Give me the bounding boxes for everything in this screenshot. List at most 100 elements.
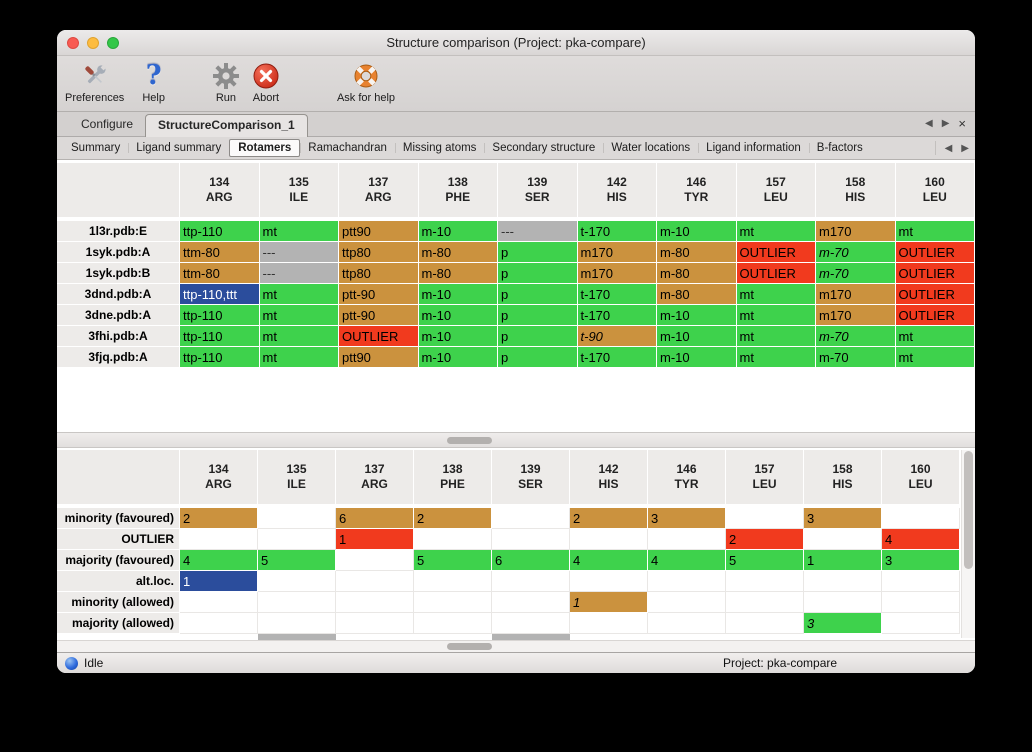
- horizontal-scrollbar[interactable]: [57, 640, 975, 652]
- empty-cell[interactable]: [414, 592, 492, 613]
- value-cell[interactable]: 6: [492, 550, 570, 571]
- empty-cell[interactable]: [180, 613, 258, 634]
- row-label[interactable]: minority (allowed): [57, 592, 180, 613]
- value-cell[interactable]: ttp-110: [180, 347, 260, 368]
- value-cell[interactable]: m-10: [418, 305, 498, 326]
- value-cell[interactable]: m-80: [657, 242, 737, 263]
- row-label[interactable]: majority (favoured): [57, 550, 180, 571]
- value-cell[interactable]: 4: [570, 550, 648, 571]
- value-cell[interactable]: ttp-110: [180, 221, 260, 242]
- subtab-b-factors[interactable]: B-factors: [808, 139, 871, 157]
- tab-close-icon[interactable]: ×: [958, 115, 966, 131]
- value-cell[interactable]: m-80: [657, 263, 737, 284]
- value-cell[interactable]: m170: [816, 221, 896, 242]
- help-button[interactable]: ? Help: [142, 59, 165, 104]
- value-cell[interactable]: m-10: [657, 305, 737, 326]
- value-cell[interactable]: ttp-110: [180, 326, 260, 347]
- row-label[interactable]: OUTLIER: [57, 529, 180, 550]
- empty-cell[interactable]: [648, 592, 726, 613]
- empty-cell[interactable]: [258, 613, 336, 634]
- value-cell[interactable]: ttm-80: [180, 242, 260, 263]
- horizontal-scrollbar-thumb[interactable]: [447, 643, 492, 650]
- value-cell[interactable]: t-170: [577, 284, 657, 305]
- value-cell[interactable]: t-170: [577, 305, 657, 326]
- row-label[interactable]: 1l3r.pdb:E: [57, 221, 180, 242]
- subtab-prev-icon[interactable]: ◀: [944, 142, 953, 154]
- tab-structurecomparison-1[interactable]: StructureComparison_1: [145, 114, 308, 137]
- value-cell[interactable]: 1: [570, 592, 648, 613]
- close-window-button[interactable]: [67, 37, 79, 49]
- value-cell[interactable]: 5: [258, 550, 336, 571]
- value-cell[interactable]: ---: [259, 263, 339, 284]
- empty-cell[interactable]: [882, 613, 960, 634]
- row-label[interactable]: minority (favoured): [57, 508, 180, 529]
- subtab-ligand-summary[interactable]: Ligand summary: [128, 139, 229, 157]
- value-cell[interactable]: mt: [895, 221, 975, 242]
- value-cell[interactable]: m-80: [418, 263, 498, 284]
- value-cell[interactable]: ptt-90: [339, 305, 419, 326]
- empty-cell[interactable]: [648, 529, 726, 550]
- value-cell[interactable]: m-80: [418, 242, 498, 263]
- value-cell[interactable]: mt: [736, 305, 816, 326]
- subtab-secondary-structure[interactable]: Secondary structure: [484, 139, 603, 157]
- value-cell[interactable]: 1: [804, 550, 882, 571]
- empty-cell[interactable]: [726, 508, 804, 529]
- value-cell[interactable]: m170: [577, 242, 657, 263]
- value-cell[interactable]: 3: [648, 508, 726, 529]
- value-cell[interactable]: OUTLIER: [736, 263, 816, 284]
- value-cell[interactable]: OUTLIER: [736, 242, 816, 263]
- value-cell[interactable]: m-70: [816, 347, 896, 368]
- value-cell[interactable]: m-70: [816, 326, 896, 347]
- value-cell[interactable]: mt: [259, 305, 339, 326]
- value-cell[interactable]: 2: [570, 508, 648, 529]
- value-cell[interactable]: m170: [816, 305, 896, 326]
- value-cell[interactable]: 2: [180, 508, 258, 529]
- value-cell[interactable]: 1: [336, 529, 414, 550]
- value-cell[interactable]: OUTLIER: [339, 326, 419, 347]
- zoom-window-button[interactable]: [107, 37, 119, 49]
- tab-configure[interactable]: Configure: [81, 117, 134, 131]
- empty-cell[interactable]: [258, 592, 336, 613]
- empty-cell[interactable]: [726, 592, 804, 613]
- tab-prev-icon[interactable]: ◀: [925, 118, 933, 129]
- subtab-ligand-information[interactable]: Ligand information: [698, 139, 809, 157]
- value-cell[interactable]: 3: [804, 508, 882, 529]
- value-cell[interactable]: ptt-90: [339, 284, 419, 305]
- empty-cell[interactable]: [804, 592, 882, 613]
- value-cell[interactable]: p: [498, 263, 578, 284]
- empty-cell[interactable]: [882, 592, 960, 613]
- value-cell[interactable]: OUTLIER: [895, 284, 975, 305]
- empty-cell[interactable]: [336, 571, 414, 592]
- subtab-rotamers[interactable]: Rotamers: [229, 139, 301, 157]
- value-cell[interactable]: ttp80: [339, 263, 419, 284]
- value-cell[interactable]: 4: [882, 529, 960, 550]
- value-cell[interactable]: t-170: [577, 221, 657, 242]
- empty-cell[interactable]: [726, 571, 804, 592]
- value-cell[interactable]: m-70: [816, 242, 896, 263]
- empty-cell[interactable]: [414, 529, 492, 550]
- value-cell[interactable]: mt: [259, 221, 339, 242]
- empty-cell[interactable]: [882, 508, 960, 529]
- empty-cell[interactable]: [570, 529, 648, 550]
- value-cell[interactable]: t-170: [577, 347, 657, 368]
- empty-cell[interactable]: [258, 508, 336, 529]
- value-cell[interactable]: mt: [895, 326, 975, 347]
- empty-cell[interactable]: [570, 613, 648, 634]
- empty-cell[interactable]: [648, 571, 726, 592]
- value-cell[interactable]: mt: [259, 326, 339, 347]
- empty-cell[interactable]: [258, 571, 336, 592]
- empty-cell[interactable]: [804, 529, 882, 550]
- row-label[interactable]: 3dne.pdb:A: [57, 305, 180, 326]
- value-cell[interactable]: OUTLIER: [895, 242, 975, 263]
- value-cell[interactable]: 5: [726, 550, 804, 571]
- row-label[interactable]: majority (allowed): [57, 613, 180, 634]
- splitter-handle[interactable]: [447, 437, 492, 444]
- empty-cell[interactable]: [180, 592, 258, 613]
- row-label[interactable]: 1syk.pdb:B: [57, 263, 180, 284]
- value-cell[interactable]: 2: [414, 508, 492, 529]
- value-cell[interactable]: m-80: [657, 284, 737, 305]
- empty-cell[interactable]: [492, 508, 570, 529]
- value-cell[interactable]: m-10: [418, 326, 498, 347]
- value-cell[interactable]: mt: [259, 347, 339, 368]
- subtab-summary[interactable]: Summary: [71, 142, 121, 154]
